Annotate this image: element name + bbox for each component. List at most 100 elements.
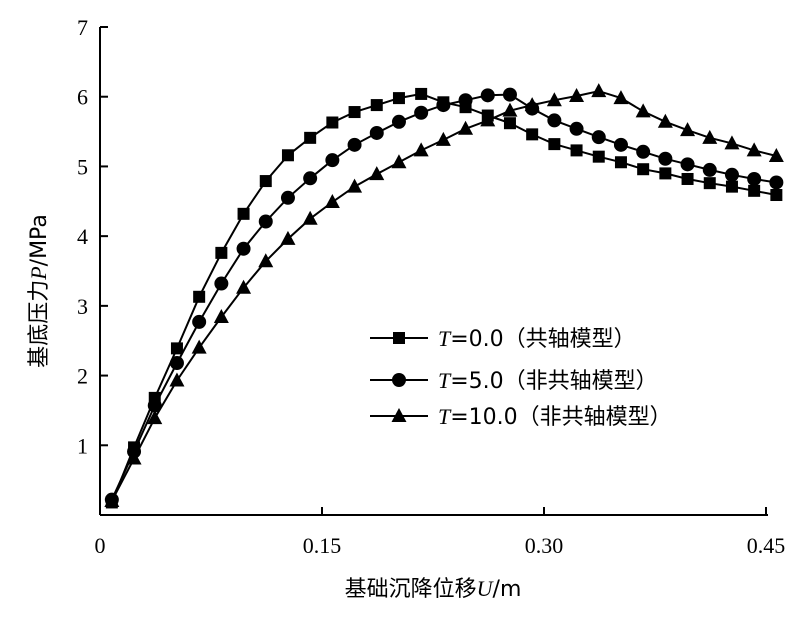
- circle-marker: [392, 373, 406, 387]
- y-axis-title-prefix: 基底压力: [27, 280, 52, 368]
- legend-entry-1: T=0.0（共轴模型）: [370, 326, 636, 352]
- triangle-marker: [435, 131, 451, 146]
- square-marker: [681, 172, 694, 185]
- y-tick-label: 4: [77, 224, 88, 249]
- triangle-marker: [480, 112, 496, 127]
- circle-marker: [680, 157, 695, 172]
- circle-marker: [769, 175, 784, 190]
- square-marker: [570, 144, 583, 157]
- triangle-marker: [391, 154, 407, 169]
- legend-label: T=0.0（共轴模型）: [438, 326, 636, 352]
- triangle-marker: [591, 83, 607, 98]
- y-tick-label: 5: [77, 154, 88, 179]
- legend-entry-2: T=5.0（非共轴模型）: [370, 368, 658, 394]
- square-marker: [659, 167, 672, 180]
- square-marker: [392, 92, 405, 105]
- square-marker: [637, 163, 650, 176]
- x-axis-title-prefix: 基础沉降位移: [345, 577, 477, 602]
- square-marker: [770, 189, 783, 202]
- x-tick-label: 0.15: [303, 533, 342, 558]
- x-tick-label: 0.45: [747, 533, 786, 558]
- triangle-marker: [258, 253, 274, 268]
- square-marker: [237, 207, 250, 220]
- legend-variable: T: [438, 368, 452, 393]
- circle-marker: [214, 276, 229, 291]
- circle-marker: [547, 113, 562, 128]
- circle-marker: [569, 121, 584, 136]
- square-marker: [304, 131, 317, 144]
- triangle-marker: [324, 193, 340, 208]
- triangle-marker: [724, 135, 740, 150]
- circle-marker: [303, 171, 318, 186]
- circle-marker: [391, 114, 406, 129]
- circle-marker: [414, 105, 429, 120]
- legend-value: =0.0（共轴模型）: [450, 327, 635, 352]
- circle-marker: [613, 137, 628, 152]
- series-line: [110, 93, 777, 501]
- triangle-marker: [768, 147, 784, 162]
- triangle-marker: [546, 92, 562, 107]
- series-1: [105, 87, 783, 509]
- circle-marker: [658, 151, 673, 166]
- circle-marker: [458, 93, 473, 108]
- legend-variable: T: [438, 404, 452, 429]
- circle-marker: [169, 356, 184, 371]
- y-tick-label: 1: [77, 433, 88, 458]
- y-tick-label: 3: [77, 294, 88, 319]
- triangle-marker: [569, 88, 585, 103]
- triangle-marker: [413, 142, 429, 157]
- y-tick-label: 7: [77, 15, 88, 40]
- triangle-marker: [635, 103, 651, 118]
- circle-marker: [325, 153, 340, 168]
- legend-value: =5.0（非共轴模型）: [450, 369, 657, 394]
- series-3: [104, 83, 784, 508]
- triangle-marker: [191, 339, 207, 354]
- y-axis-title-unit: /MPa: [27, 214, 52, 266]
- x-tick-label: 0: [95, 533, 106, 558]
- data-marks: [104, 83, 784, 509]
- y-axis-title-var: P: [26, 266, 51, 280]
- triangle-marker: [746, 142, 762, 157]
- x-tick-label: 0.30: [525, 533, 564, 558]
- square-marker: [415, 87, 428, 100]
- triangle-marker: [391, 408, 407, 422]
- square-marker: [592, 150, 605, 163]
- circle-marker: [747, 171, 762, 186]
- triangle-marker: [369, 166, 385, 181]
- legend-label: T=10.0（非共轴模型）: [438, 404, 672, 430]
- circle-marker: [724, 167, 739, 182]
- legend-value: =10.0（非共轴模型）: [450, 405, 671, 430]
- circle-marker: [591, 130, 606, 145]
- square-marker: [503, 117, 516, 130]
- square-marker: [370, 99, 383, 112]
- triangle-marker: [213, 309, 229, 324]
- circle-marker: [436, 98, 451, 113]
- square-marker: [281, 149, 294, 162]
- x-axis-title-unit: /m: [493, 577, 522, 602]
- legend-label: T=5.0（非共轴模型）: [438, 368, 658, 394]
- legend-variable: T: [438, 326, 452, 351]
- triangle-marker: [657, 113, 673, 128]
- axis-titles: 基础沉降位移U/m 基底压力P/MPa: [26, 214, 521, 602]
- square-marker: [215, 246, 228, 259]
- square-marker: [170, 342, 183, 355]
- legend-entry-3: T=10.0（非共轴模型）: [370, 404, 672, 430]
- legend: T=0.0（共轴模型）T=5.0（非共轴模型）T=10.0（非共轴模型）: [370, 326, 672, 430]
- axes: 1 2 3 4 5 6 7 0 0.15 0.30 0.45: [77, 15, 785, 558]
- circle-marker: [258, 214, 273, 229]
- circle-marker: [192, 314, 207, 329]
- triangle-marker: [613, 90, 629, 105]
- square-marker: [393, 332, 405, 344]
- circle-marker: [636, 144, 651, 159]
- triangle-marker: [302, 210, 318, 225]
- square-marker: [348, 106, 361, 119]
- triangle-marker: [458, 120, 474, 135]
- y-tick-label: 2: [77, 364, 88, 389]
- triangle-marker: [502, 102, 518, 117]
- triangle-marker: [280, 230, 296, 245]
- circle-marker: [369, 125, 384, 140]
- square-marker: [614, 156, 627, 169]
- circle-marker: [702, 162, 717, 177]
- square-marker: [259, 175, 272, 188]
